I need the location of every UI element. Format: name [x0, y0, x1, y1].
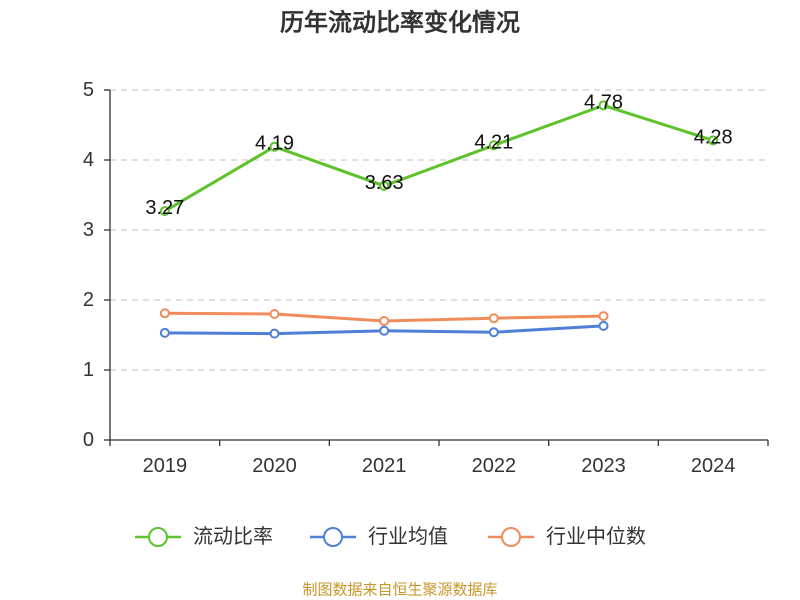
series-line	[164, 103, 714, 213]
data-point[interactable]	[598, 311, 609, 322]
data-label: 4.78	[584, 91, 623, 113]
series-1	[159, 320, 609, 339]
legend-label: 行业均值	[368, 525, 448, 548]
legend-label: 流动比率	[193, 525, 273, 548]
x-tick-label: 2023	[581, 455, 626, 477]
data-point[interactable]	[488, 327, 499, 338]
axes: 0 1 2 3 4 5 2019 2020 2021 2022 2023 2024	[83, 79, 769, 477]
data-point[interactable]	[159, 206, 170, 217]
legend: 流动比率 行业均值 行业中位数	[135, 525, 646, 548]
data-point[interactable]	[708, 135, 719, 146]
y-tick-label: 5	[83, 79, 94, 101]
y-tick-label: 2	[83, 289, 94, 311]
y-tick-label: 4	[83, 149, 94, 171]
legend-item[interactable]: 流动比率	[135, 525, 273, 548]
data-label: 3.27	[145, 197, 184, 219]
legend-item[interactable]: 行业均值	[310, 525, 448, 548]
chart-title: 历年流动比率变化情况	[280, 9, 520, 37]
series-2	[159, 308, 609, 326]
x-tick-label: 2024	[691, 455, 736, 477]
x-tick-label: 2019	[143, 455, 188, 477]
legend-circle-icon	[323, 527, 343, 547]
x-tick-label: 2022	[472, 455, 517, 477]
data-point[interactable]	[598, 100, 609, 111]
series-group: 3.27 4.19 3.63 4.21 4.78 4.28	[145, 91, 733, 339]
data-point[interactable]	[159, 327, 170, 338]
grid-lines	[110, 89, 768, 371]
legend-circle-icon	[148, 527, 168, 547]
x-tick-label: 2020	[252, 455, 297, 477]
legend-circle-icon	[501, 527, 521, 547]
data-point[interactable]	[488, 140, 499, 151]
data-label: 4.21	[474, 131, 513, 153]
y-tick-label: 0	[83, 429, 94, 451]
data-point[interactable]	[379, 325, 390, 336]
data-point[interactable]	[379, 316, 390, 326]
data-point[interactable]	[269, 309, 280, 319]
data-label: 4.19	[255, 133, 294, 155]
data-label: 3.63	[365, 172, 404, 194]
data-label: 4.28	[694, 126, 733, 148]
legend-item[interactable]: 行业中位数	[488, 525, 646, 548]
data-point[interactable]	[269, 328, 280, 339]
source-note: 制图数据来自恒生聚源数据库	[302, 582, 497, 599]
data-point[interactable]	[159, 308, 170, 319]
data-point[interactable]	[379, 180, 390, 191]
data-point[interactable]	[598, 320, 609, 331]
legend-label: 行业中位数	[546, 525, 646, 548]
data-point[interactable]	[269, 141, 280, 152]
y-tick-label: 1	[83, 359, 94, 381]
series-0: 3.27 4.19 3.63 4.21 4.78 4.28	[145, 91, 732, 219]
x-tick-label: 2021	[362, 455, 407, 477]
y-tick-label: 3	[83, 219, 94, 241]
data-point[interactable]	[488, 313, 499, 324]
